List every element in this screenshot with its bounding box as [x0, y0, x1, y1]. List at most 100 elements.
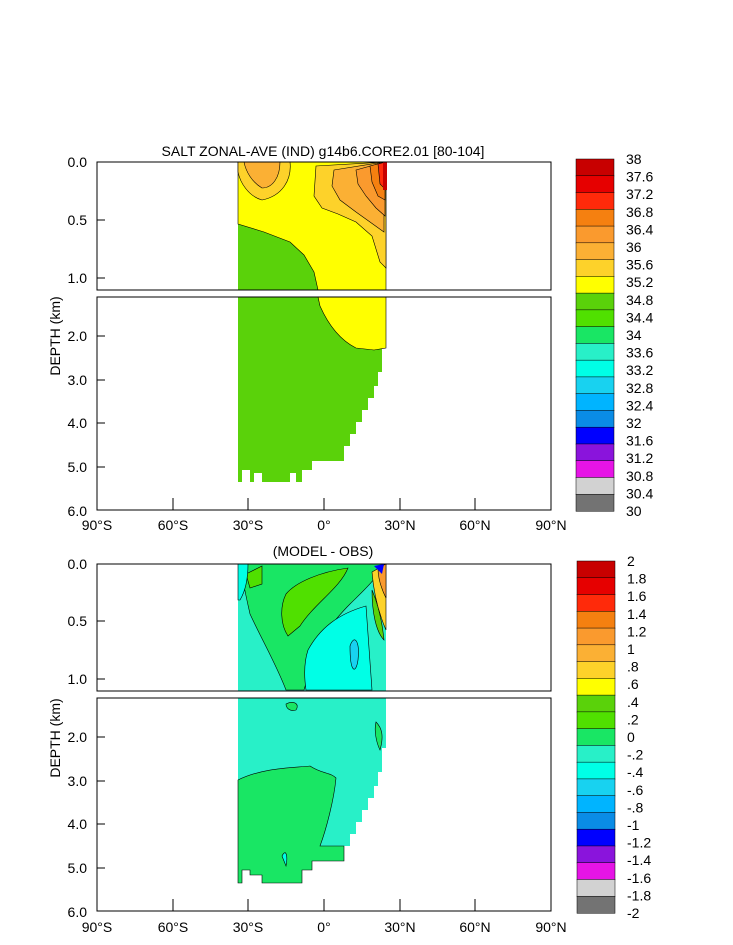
field-36.0-south	[243, 161, 281, 189]
colorbar-label: 36.8	[626, 204, 653, 220]
colorbar-swatch	[575, 175, 615, 194]
colorbar-swatch	[576, 845, 616, 864]
x-tick-label: 60°S	[158, 517, 189, 533]
x-tick-label: 30°N	[384, 517, 415, 533]
colorbar-label: 32.4	[626, 397, 653, 413]
x-tick-label: 60°S	[158, 919, 189, 935]
colorbar-label: 1.4	[627, 606, 647, 622]
y-tick-label: 6.0	[68, 503, 88, 519]
salinity-field-upper	[237, 161, 387, 291]
colorbar-swatch	[575, 158, 615, 177]
colorbar-label: 30.4	[626, 485, 653, 501]
field-minus-0.4-south	[237, 563, 249, 601]
colorbar-label: 34.8	[626, 292, 653, 308]
colorbar-label: 31.2	[626, 450, 653, 466]
colorbar-label: 0	[627, 729, 635, 745]
colorbar-label: 1.6	[627, 588, 647, 604]
colorbar-swatch	[576, 828, 616, 847]
plot-frame	[96, 161, 552, 291]
colorbar-label: 1.8	[627, 571, 647, 587]
colorbar-swatch	[575, 443, 615, 462]
y-axis-label: DEPTH (km)	[47, 698, 63, 777]
panel-salinity: SALT ZONAL-AVE (IND) g14b6.CORE2.01 [80-…	[47, 143, 653, 533]
colorbar-label: 34	[626, 327, 642, 343]
colorbar: 21.81.61.41.21.8.6.4.20-.2-.4-.6-.8-1-1.…	[576, 553, 651, 921]
colorbar-label: 34.4	[626, 309, 653, 325]
panel-difference: (MODEL - OBS) 0.0 0.5 1.0	[47, 543, 651, 935]
salinity-field-lower	[238, 296, 387, 482]
y-ticks-lower: 2.0 3.0 4.0 5.0 6.0	[68, 328, 105, 519]
colorbar-label: -1.6	[627, 870, 651, 886]
x-tick-label: 60°N	[459, 517, 490, 533]
colorbar-swatch	[575, 359, 615, 378]
y-tick-label: 0.0	[68, 556, 88, 572]
plot-lower: 2.0 3.0 4.0 5.0 6.0 90°S 60°S 30°S 0° 30…	[68, 697, 567, 935]
colorbar-swatch	[575, 477, 615, 495]
colorbar-swatch	[576, 862, 616, 881]
colorbar-swatch	[575, 343, 615, 361]
colorbar-swatch	[576, 711, 616, 730]
colorbar-label: -.8	[627, 799, 644, 815]
x-tick-label: 60°N	[459, 919, 490, 935]
colorbar-swatch	[575, 426, 615, 445]
colorbar-label: -.4	[627, 764, 644, 780]
colorbar-swatch	[575, 259, 615, 277]
plot-upper: 0.0 0.5 1.0	[68, 556, 552, 692]
y-ticks-upper: 0.0 0.5 1.0	[68, 154, 105, 286]
colorbar: 38 37.637.2 36.836.4 36 35.635.2 34.834.4 34 33…	[575, 151, 653, 519]
colorbar-swatch	[576, 694, 616, 713]
colorbar-swatch	[576, 678, 616, 696]
colorbar-swatch	[576, 560, 616, 579]
colorbar-label: 37.6	[626, 169, 653, 185]
y-tick-label: 6.0	[68, 904, 88, 920]
colorbar-swatch	[575, 493, 615, 512]
field-minus-0.6-blob	[349, 639, 359, 670]
colorbar-swatch	[576, 627, 616, 646]
panel-title: (MODEL - OBS)	[273, 543, 374, 559]
colorbar-swatch	[576, 661, 616, 679]
colorbar-swatch	[576, 745, 616, 763]
colorbar-label: 30.8	[626, 468, 653, 484]
y-tick-label: 4.0	[68, 816, 88, 832]
colorbar-swatch	[575, 410, 615, 428]
colorbar-swatch	[575, 460, 615, 479]
colorbar-swatch	[576, 761, 616, 780]
colorbar-swatch	[576, 728, 616, 746]
colorbar-swatch	[575, 276, 615, 294]
colorbar-label: 32.8	[626, 380, 653, 396]
x-tick-label: 90°N	[535, 517, 566, 533]
field-38-north	[383, 162, 387, 190]
field-0-strip	[374, 721, 383, 751]
y-tick-label: 3.0	[68, 372, 88, 388]
field-0-deep	[237, 765, 345, 884]
field-0-spot	[285, 702, 298, 711]
colorbar-swatch	[576, 795, 616, 813]
difference-field-lower	[237, 698, 386, 884]
x-tick-label: 90°S	[82, 517, 113, 533]
colorbar-swatch	[575, 225, 615, 244]
colorbar-swatch	[576, 895, 616, 914]
colorbar-swatch	[576, 778, 616, 797]
colorbar-label: 35.6	[626, 257, 653, 273]
y-ticks-upper: 0.0 0.5 1.0	[68, 556, 105, 687]
colorbar-swatch	[576, 879, 616, 897]
plot-lower: 2.0 3.0 4.0 5.0 6.0 90°S 60°S 30°S 0° 30…	[68, 296, 567, 533]
plot-upper: 0.0 0.5 1.0	[68, 154, 552, 291]
x-tick-label: 30°N	[384, 919, 415, 935]
colorbar-label: -1.4	[627, 852, 651, 868]
colorbar-swatch	[575, 326, 615, 344]
field-minus-0.4-spot	[281, 852, 288, 868]
colorbar-swatch	[575, 376, 615, 395]
colorbar-label: 30	[626, 503, 642, 519]
field-near-coast-hot	[377, 563, 387, 599]
colorbar-swatch	[576, 594, 616, 612]
x-ticks: 90°S 60°S 30°S 0° 30°N 60°N 90°N	[82, 498, 567, 533]
colorbar-label: .4	[627, 694, 639, 710]
x-ticks: 90°S 60°S 30°S 0° 30°N 60°N 90°N	[82, 899, 567, 935]
colorbar-label: -2	[627, 905, 640, 921]
y-ticks-lower: 2.0 3.0 4.0 5.0 6.0	[68, 729, 105, 920]
colorbar-label: 32	[626, 415, 642, 431]
colorbar-label: -1.2	[627, 835, 651, 851]
y-tick-label: 0.5	[68, 212, 88, 228]
